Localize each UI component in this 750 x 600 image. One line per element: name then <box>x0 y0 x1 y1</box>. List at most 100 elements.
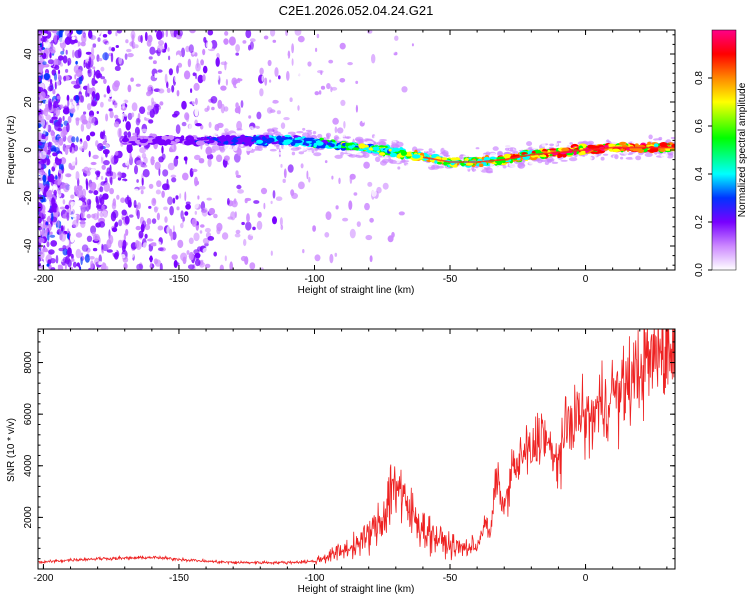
spectrogram-noise-cell <box>280 163 283 168</box>
spectrogram-noise-cell <box>120 197 126 203</box>
spectrogram-noise-cell <box>105 150 108 158</box>
spectrogram-halo-cell <box>485 167 493 173</box>
spectrogram-noise-cell <box>66 212 70 221</box>
spectrogram-noise-cell <box>101 205 105 210</box>
spectrogram-halo-cell <box>502 144 511 148</box>
colorbar-label: Normalized spectral amplitude <box>737 82 748 217</box>
spectrogram-noise-cell <box>235 44 241 53</box>
spectrogram-noise-cell <box>166 178 169 189</box>
spectrogram-halo-cell <box>497 150 503 157</box>
spectrogram-noise-cell <box>102 52 109 61</box>
spectrogram-noise-cell <box>106 249 113 253</box>
spectrogram-noise-cell <box>201 114 209 120</box>
spectrogram-noise-cell <box>259 88 264 97</box>
spectrogram-noise-cell <box>49 88 52 92</box>
spectrogram-noise-cell <box>103 124 106 132</box>
spectrogram-noise-cell <box>192 168 198 173</box>
snr-panel: -200 -150 -100 -50 0 2000 4000 6000 8000 Height … <box>6 328 676 595</box>
spectrogram-noise-cell <box>100 175 104 180</box>
spectrogram-noise-cell <box>85 180 89 191</box>
spectrogram-noise-cell <box>58 137 64 146</box>
spectrogram-noise-cell <box>59 197 63 207</box>
spectrogram-noise-cell <box>57 153 63 159</box>
spectrogram-noise-cell <box>140 54 143 64</box>
spectrogram-noise-cell <box>56 206 60 215</box>
spectrogram-noise-cell <box>60 232 67 242</box>
spectrogram-noise-cell <box>164 216 168 223</box>
spectrogram-noise-cell <box>270 200 273 205</box>
spectrogram-noise-cell <box>67 116 72 124</box>
spectrogram-noise-cell <box>51 202 58 213</box>
spectrogram-noise-cell <box>124 196 132 205</box>
spectrogram-noise-cell <box>46 241 50 248</box>
spectrogram-noise-cell <box>70 201 76 206</box>
spectrogram-noise-cell <box>364 202 370 211</box>
spectrogram-noise-cell <box>234 107 240 114</box>
spectrogram-noise-cell <box>272 99 279 104</box>
spectrogram-noise-cell <box>102 34 108 38</box>
colorbar-gradient <box>711 29 737 271</box>
spectrogram-noise-cell <box>80 256 83 266</box>
spectrogram-noise-cell <box>42 174 47 183</box>
x-tick-label: -50 <box>443 274 458 285</box>
spectrogram-noise-cell <box>38 183 43 192</box>
spectrogram-ridge-cell <box>391 147 401 152</box>
spectrogram-ridge-cell <box>283 140 291 145</box>
spectrogram-noise-cell <box>116 234 123 241</box>
spectrogram-halo-cell <box>431 171 439 175</box>
spectrogram-noise-cell <box>96 198 99 208</box>
spectrogram-noise-cell <box>197 166 202 177</box>
spectrogram-noise-cell <box>97 143 104 151</box>
spectrogram-noise-cell <box>161 145 164 154</box>
spectrogram-noise-cell <box>326 83 331 90</box>
spectrogram-noise-cell <box>193 232 200 242</box>
spectrogram-noise-cell <box>188 213 193 217</box>
spectrogram-noise-cell <box>76 136 79 143</box>
spectrogram-ridge-cell <box>442 162 451 165</box>
spectrogram-noise-cell <box>239 83 244 93</box>
spectrogram-noise-cell <box>76 188 84 199</box>
snr-ticks: -200 -150 -100 -50 0 2000 4000 6000 8000 <box>23 329 675 584</box>
spectrogram-noise-cell <box>194 97 198 106</box>
spectrogram-noise-cell <box>140 34 143 44</box>
spectrogram-noise-cell <box>401 86 408 93</box>
spectrogram-noise-cell <box>134 165 138 175</box>
spectrogram-noise-cell <box>78 74 83 85</box>
spectrogram-ridge-cell <box>587 144 595 149</box>
spectrogram-noise-cell <box>234 233 241 238</box>
spectrogram-halo-cell <box>317 133 323 139</box>
spectrogram-noise-cell <box>79 217 87 221</box>
spectrogram-noise-cell <box>239 112 243 119</box>
spectrogram-noise-cell <box>38 64 43 74</box>
spectrogram-noise-cell <box>103 94 107 98</box>
spectrogram-halo-cell <box>441 150 449 157</box>
spectrogram-noise-cell <box>74 49 82 59</box>
spectrogram-ridge-cell <box>647 141 651 145</box>
spectrogram-noise-cell <box>105 42 112 52</box>
spectrogram-noise-cell <box>293 173 301 180</box>
spectrogram-noise-cell <box>365 234 373 241</box>
spectrogram-noise-cell <box>217 70 222 75</box>
y-tick-label: 0 <box>23 147 34 153</box>
spectrogram-noise-cell <box>164 73 168 84</box>
spectrogram-ridge-cell <box>659 142 668 148</box>
spectrogram-halo-cell <box>269 148 277 152</box>
spectrogram-noise-cell <box>222 115 225 120</box>
spectrogram-noise-cell <box>195 62 201 72</box>
spectrogram-noise-cell <box>231 77 238 86</box>
spectrogram-noise-cell <box>102 193 109 200</box>
spectrogram-noise-cell <box>198 158 205 164</box>
spectrogram-noise-cell <box>46 193 51 200</box>
spectrogram-halo-cell <box>243 132 252 136</box>
snr-xlabel: Height of straight line (km) <box>298 584 415 595</box>
spectrogram-halo-cell <box>464 151 469 156</box>
spectrogram-noise-cell <box>314 254 321 262</box>
spectrogram-noise-cell <box>122 99 125 109</box>
spectrogram-noise-cell <box>123 262 128 270</box>
spectrogram-halo-cell <box>600 156 605 161</box>
spectrogram-noise-cell <box>306 156 311 165</box>
spectrogram-noise-cell <box>339 42 346 50</box>
spectrogram-noise-cell <box>86 135 91 142</box>
spectrogram-noise-cell <box>207 236 215 241</box>
spectrogram-noise-cell <box>101 249 104 254</box>
